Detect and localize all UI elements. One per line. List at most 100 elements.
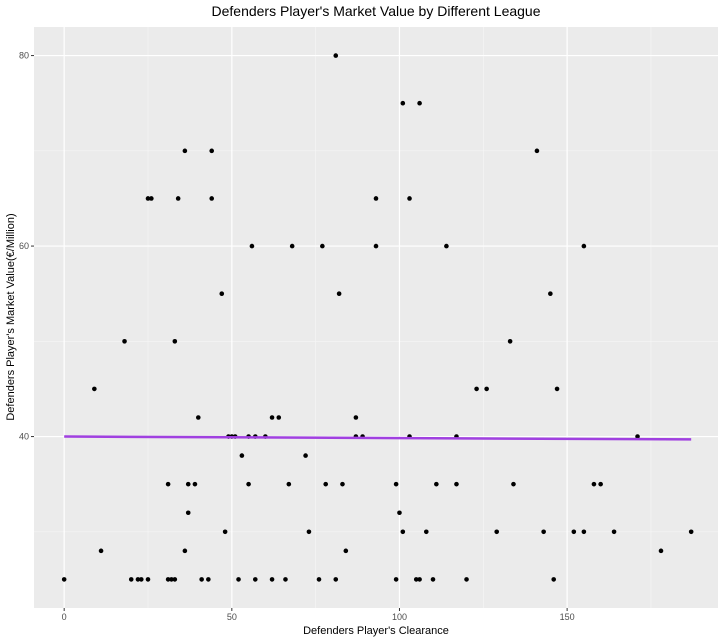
data-point xyxy=(534,148,540,154)
data-point xyxy=(219,291,225,296)
data-point xyxy=(511,481,516,487)
data-point xyxy=(222,529,228,535)
data-point xyxy=(373,243,379,249)
data-point xyxy=(373,196,379,201)
x-tick-label: 150 xyxy=(560,612,575,622)
chart-title: Defenders Player's Market Value by Diffe… xyxy=(212,3,541,19)
data-point xyxy=(551,577,557,582)
data-point xyxy=(306,529,312,535)
data-point xyxy=(611,529,617,535)
data-point xyxy=(336,291,342,296)
x-axis-title: Defenders Player's Clearance xyxy=(303,625,449,637)
data-point xyxy=(397,510,402,516)
data-point xyxy=(185,510,191,516)
data-point xyxy=(434,481,439,487)
y-axis-title: Defenders Player's Market Value(€/Millio… xyxy=(5,213,17,420)
data-point xyxy=(209,148,215,154)
data-point xyxy=(423,529,429,535)
data-point xyxy=(206,577,211,582)
data-point xyxy=(343,548,349,554)
data-point xyxy=(122,339,127,344)
data-point xyxy=(165,481,171,487)
data-point xyxy=(393,577,399,582)
data-point xyxy=(165,577,171,582)
data-point xyxy=(276,415,282,420)
data-point xyxy=(454,481,459,487)
data-point xyxy=(182,548,188,554)
data-point xyxy=(185,481,191,487)
data-point xyxy=(138,577,144,582)
data-point xyxy=(333,577,339,582)
data-point xyxy=(303,453,308,458)
data-point xyxy=(591,481,597,487)
data-point xyxy=(494,529,500,535)
data-point xyxy=(192,481,198,487)
y-tick-label: 80 xyxy=(19,51,29,61)
data-point xyxy=(548,291,553,296)
data-point xyxy=(98,548,104,554)
data-point xyxy=(269,577,275,582)
data-point xyxy=(340,481,345,487)
data-point xyxy=(400,100,406,106)
y-axis-ticks: 40 60 80 xyxy=(19,51,34,442)
data-point xyxy=(149,196,154,201)
data-point xyxy=(464,577,469,582)
data-point xyxy=(182,148,188,154)
data-point xyxy=(145,577,151,582)
data-point xyxy=(269,415,275,420)
data-point xyxy=(128,577,134,582)
data-point xyxy=(286,481,292,487)
data-point xyxy=(135,577,141,582)
data-point xyxy=(393,481,399,487)
x-tick-label: 0 xyxy=(62,612,67,622)
data-points xyxy=(61,53,694,582)
data-point xyxy=(195,415,201,420)
data-point xyxy=(430,577,436,582)
y-tick-label: 60 xyxy=(19,241,29,251)
data-point xyxy=(571,529,577,535)
data-point xyxy=(320,243,325,249)
data-point xyxy=(581,243,587,249)
x-axis-ticks: 0 50 100 150 xyxy=(62,608,575,622)
data-point xyxy=(239,453,245,458)
plot-panel xyxy=(34,27,718,608)
data-point xyxy=(316,577,322,582)
data-point xyxy=(407,196,412,201)
y-tick-label: 40 xyxy=(19,432,29,442)
data-point xyxy=(283,577,288,582)
data-point xyxy=(635,434,640,439)
data-point xyxy=(598,481,603,487)
data-point xyxy=(688,529,694,535)
data-point xyxy=(61,577,67,582)
data-point xyxy=(507,339,513,344)
data-point xyxy=(554,386,560,392)
data-point xyxy=(400,529,406,535)
x-tick-label: 100 xyxy=(392,612,407,622)
data-point xyxy=(353,415,359,420)
data-point xyxy=(289,243,295,249)
data-point xyxy=(417,577,422,582)
data-point xyxy=(323,481,329,487)
data-point xyxy=(172,577,178,582)
data-point xyxy=(236,577,241,582)
data-point xyxy=(484,386,489,392)
data-point xyxy=(413,577,419,582)
data-point xyxy=(175,196,181,201)
data-point xyxy=(581,529,587,535)
data-point xyxy=(252,577,258,582)
data-point xyxy=(246,481,251,487)
data-point xyxy=(658,548,664,554)
data-point xyxy=(444,243,449,249)
data-point xyxy=(169,577,174,582)
data-point xyxy=(199,577,204,582)
data-point xyxy=(417,100,422,106)
trend-line xyxy=(64,435,692,441)
data-point xyxy=(172,339,178,344)
x-tick-label: 50 xyxy=(227,612,237,622)
data-point xyxy=(474,386,479,392)
data-point xyxy=(333,53,339,58)
data-point xyxy=(249,243,255,249)
data-point xyxy=(92,386,97,392)
data-point xyxy=(145,196,151,201)
